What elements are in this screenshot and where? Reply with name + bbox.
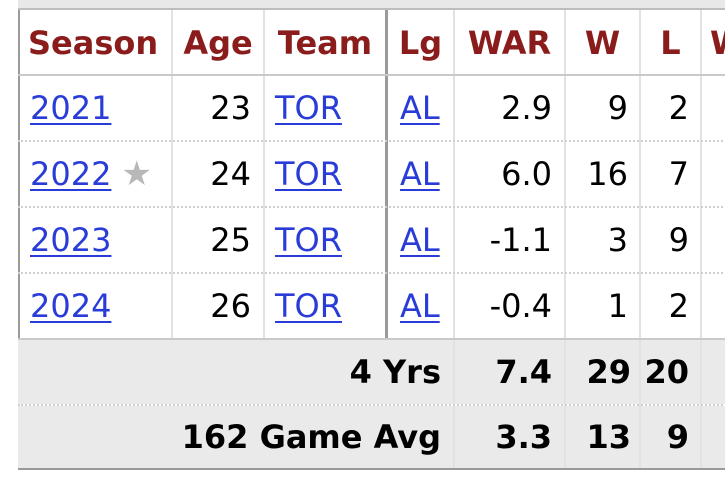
age-cell: 26 (210, 287, 251, 325)
age-cell: 24 (210, 155, 251, 193)
season-link[interactable]: 2021 (30, 89, 112, 127)
star-icon: ★ (121, 154, 152, 194)
header-war[interactable]: WAR (467, 24, 552, 62)
team-cell: TOR (275, 274, 380, 338)
l-cell: 2 (668, 287, 689, 325)
lg-cell: AL (400, 208, 450, 272)
lg-cell: AL (400, 142, 450, 206)
war-cell: 2.9 (501, 89, 552, 127)
row-divider (18, 272, 725, 274)
col-divider (564, 10, 566, 468)
w-cell: 9 (607, 89, 628, 127)
header-divider (18, 74, 725, 76)
team-cell: TOR (275, 76, 380, 140)
league-link[interactable]: AL (400, 287, 440, 325)
header-next-cut[interactable]: W (710, 12, 725, 74)
war-cell: 6.0 (501, 155, 552, 193)
team-link[interactable]: TOR (275, 89, 342, 127)
row-divider (18, 206, 725, 208)
avg-l: 9 (666, 418, 689, 456)
header-lg[interactable]: Lg (398, 24, 443, 62)
lg-cell: AL (400, 76, 450, 140)
l-cell: 7 (668, 155, 689, 193)
l-cell: 9 (668, 221, 689, 259)
header-team[interactable]: Team (277, 24, 373, 62)
table-frame (18, 10, 725, 470)
league-link[interactable]: AL (400, 155, 440, 193)
age-cell: 25 (210, 221, 251, 259)
header-season[interactable]: Season (28, 24, 159, 62)
col-divider (171, 10, 173, 338)
team-link[interactable]: TOR (275, 155, 342, 193)
col-divider (453, 10, 455, 468)
season-link[interactable]: 2024 (30, 287, 112, 325)
table-row-season: 2024 (30, 274, 170, 338)
w-cell: 3 (607, 221, 628, 259)
age-cell: 23 (210, 89, 251, 127)
totals-l: 20 (644, 353, 689, 391)
table-row-season: 2022 ★ (30, 142, 170, 206)
l-cell: 2 (668, 89, 689, 127)
table-row-season: 2023 (30, 208, 170, 272)
header-l[interactable]: L (660, 24, 681, 62)
avg-w: 13 (586, 418, 631, 456)
war-cell: -0.4 (489, 287, 552, 325)
lg-cell: AL (400, 274, 450, 338)
stats-table: Season Age Team Lg WAR W L W 2021 23 TOR… (18, 0, 725, 470)
team-cell: TOR (275, 208, 380, 272)
w-cell: 16 (587, 155, 628, 193)
col-divider (639, 10, 641, 468)
totals-war: 7.4 (495, 353, 552, 391)
header-age[interactable]: Age (183, 24, 253, 62)
row-divider (18, 140, 725, 142)
avg-row-bg (18, 406, 725, 468)
team-link[interactable]: TOR (275, 221, 342, 259)
avg-war: 3.3 (495, 418, 552, 456)
season-link[interactable]: 2022 (30, 155, 112, 193)
totals-w: 29 (586, 353, 631, 391)
totals-label: 4 Yrs (349, 353, 441, 391)
row-divider (18, 404, 725, 406)
war-cell: -1.1 (489, 221, 552, 259)
col-divider (385, 10, 388, 338)
table-top-border (18, 0, 725, 10)
league-link[interactable]: AL (400, 89, 440, 127)
footer-divider (18, 338, 725, 340)
col-divider (263, 10, 265, 338)
team-link[interactable]: TOR (275, 287, 342, 325)
table-row-season: 2021 (30, 76, 170, 140)
totals-row-bg (18, 338, 725, 404)
header-w[interactable]: W (584, 24, 621, 62)
avg-label: 162 Game Avg (181, 418, 441, 456)
season-link[interactable]: 2023 (30, 221, 112, 259)
col-divider (700, 10, 702, 468)
w-cell: 1 (607, 287, 628, 325)
team-cell: TOR (275, 142, 380, 206)
league-link[interactable]: AL (400, 221, 440, 259)
